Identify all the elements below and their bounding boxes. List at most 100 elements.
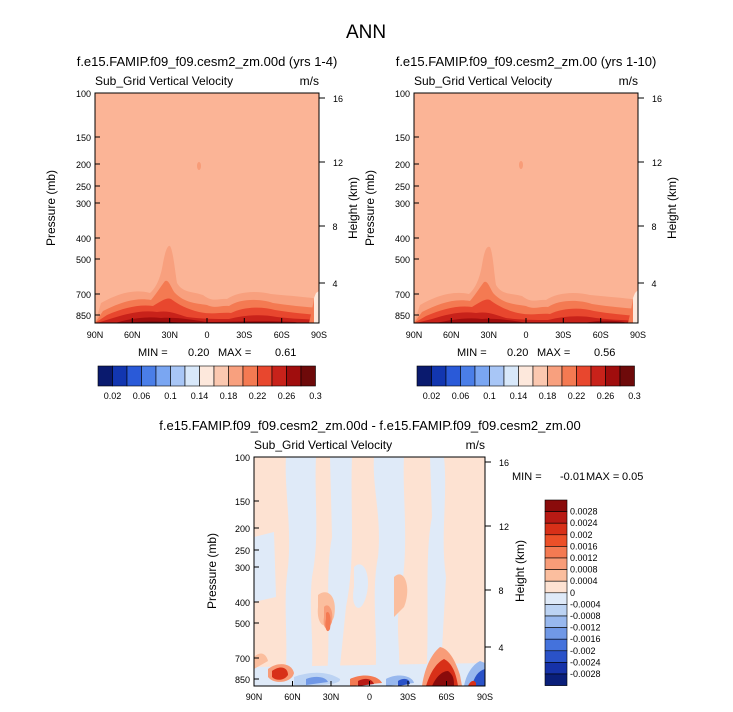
colorbar-label: 0.02 [104,391,122,401]
colorbar-swatch [228,365,244,387]
panel-a-min-label: MIN = [138,347,168,359]
colorbar-swatch [112,365,128,387]
colorbar-swatch [561,365,577,387]
panel-a-height-tick: 16 [333,94,343,104]
panel-b-max-label: MAX = [537,347,570,359]
colorbar-label: 0.0016 [570,541,598,551]
panel-b-ytick: 150 [395,133,410,143]
colorbar-swatch [155,365,171,387]
panel-a-x-ticks: 90N 60N 30N 0 30S 60S 90S [87,318,327,340]
panel-a-xtick: 30S [236,330,252,340]
panel-a-min-value: 0.20 [188,347,209,359]
colorbar-label: 0.3 [628,391,641,401]
colorbar-label: -0.0016 [570,634,601,644]
panel-a-height-ticks: 16 12 8 4 [319,94,343,289]
panel-b-title: f.e15.FAMIP.f09_f09.cesm2_zm.00 (yrs 1-1… [396,54,657,69]
panel-b-ytick: 700 [395,290,410,300]
panel-c-field [254,457,485,686]
panel-b-ytick: 200 [395,160,410,170]
panel-a-minmax: MIN = 0.20 MAX = 0.61 [138,347,296,359]
colorbar-label: 0.0024 [570,518,598,528]
colorbar-label: 0.1 [483,391,496,401]
panel-b-ytick: 500 [395,255,410,265]
panel-b-ytick: 100 [395,89,410,99]
panel-a-max-label: MAX = [218,347,251,359]
colorbar-panel-a: 0.02 0.06 0.1 0.14 0.18 0.22 0.26 0.3 [97,365,322,401]
panel-c-height-ticks: 16 12 8 4 [485,458,509,653]
colorbar-label: -0.002 [570,646,596,656]
panel-b-max-value: 0.56 [594,347,615,359]
panel-b-xtick: 60S [593,330,609,340]
colorbar-swatch [619,365,635,387]
colorbar-label: 0.18 [539,391,557,401]
panel-b-height-tick: 12 [652,158,662,168]
colorbar-swatch [213,365,229,387]
panel-b-xtick: 60N [443,330,460,340]
panel-a-max-value: 0.61 [275,347,296,359]
panel-a-ytick: 850 [76,311,91,321]
panel-a-title: f.e15.FAMIP.f09_f09.cesm2_zm.00d (yrs 1-… [77,54,338,69]
colorbar-swatch [300,365,316,387]
colorbar-swatch [199,365,215,387]
panel-b-ytick: 400 [395,234,410,244]
panel-a-ytick: 400 [76,234,91,244]
colorbar-label: 0.06 [133,391,151,401]
colorbar-label: 0.14 [191,391,209,401]
colorbar-swatch [184,365,200,387]
panel-a-height-tick: 12 [333,158,343,168]
figure-title: ANN [346,22,386,43]
panel-a-xtick: 60S [274,330,290,340]
panel-c-min-label: MIN = [512,471,542,483]
panel-b-min-value: 0.20 [507,347,528,359]
colorbar-swatch [544,638,568,652]
colorbar-label: 0.0008 [570,565,598,575]
panel-b-units: m/s [619,74,638,88]
panel-a-ytick: 150 [76,133,91,143]
colorbar-swatch [286,365,302,387]
colorbar-swatch [416,365,432,387]
colorbar-swatch [590,365,606,387]
panel-c-ytick: 850 [235,675,250,685]
colorbar-swatch [544,650,568,663]
colorbar-panel-b: 0.02 0.06 0.1 0.14 0.18 0.22 0.26 0.3 [416,365,641,401]
colorbar-label: 0.06 [452,391,470,401]
panel-a-ytick: 500 [76,255,91,265]
panel-c-xtick: 60N [284,692,301,702]
panel-c-ytick: 700 [235,654,250,664]
colorbar-swatch [544,557,568,570]
panel-b-height-ticks: 16 12 8 4 [638,94,662,289]
panel-c-xtick: 30N [323,692,340,702]
colorbar-label: 0.002 [570,530,593,540]
panel-a-y2label: Height (km) [346,177,360,239]
colorbar-swatch [532,365,548,387]
panel-b-xtick: 30N [480,330,497,340]
panel-c-ytick: 300 [235,563,250,573]
colorbar-swatch [544,673,568,686]
panel-c: f.e15.FAMIP.f09_f09.cesm2_zm.00d - f.e15… [159,418,581,702]
colorbar-label: 0.0028 [570,507,598,517]
panel-a-ylabel: Pressure (mb) [44,170,58,246]
panel-a-units: m/s [300,74,319,88]
colorbar-swatch [544,615,568,628]
colorbar-swatch [126,365,142,387]
colorbar-label: 0.3 [309,391,322,401]
colorbar-label: 0.02 [423,391,441,401]
panel-c-ytick: 150 [235,497,250,507]
panel-b-ytick: 850 [395,311,410,321]
colorbar-swatch [544,604,568,617]
panel-a-field [95,93,319,323]
colorbar-swatch [547,365,563,387]
colorbar-label: 0.26 [597,391,615,401]
panel-a-ytick: 300 [76,199,91,209]
colorbar-swatch [544,662,568,675]
panel-c-height-tick: 8 [498,586,503,596]
colorbar-label: -0.0024 [570,657,601,667]
colorbar-swatch [503,365,519,387]
colorbar-label: 0.0012 [570,553,598,563]
panel-c-xtick: 60S [438,692,454,702]
panel-b-height-tick: 4 [651,279,656,289]
panel-b-ytick: 300 [395,199,410,209]
colorbar-swatch [460,365,476,387]
